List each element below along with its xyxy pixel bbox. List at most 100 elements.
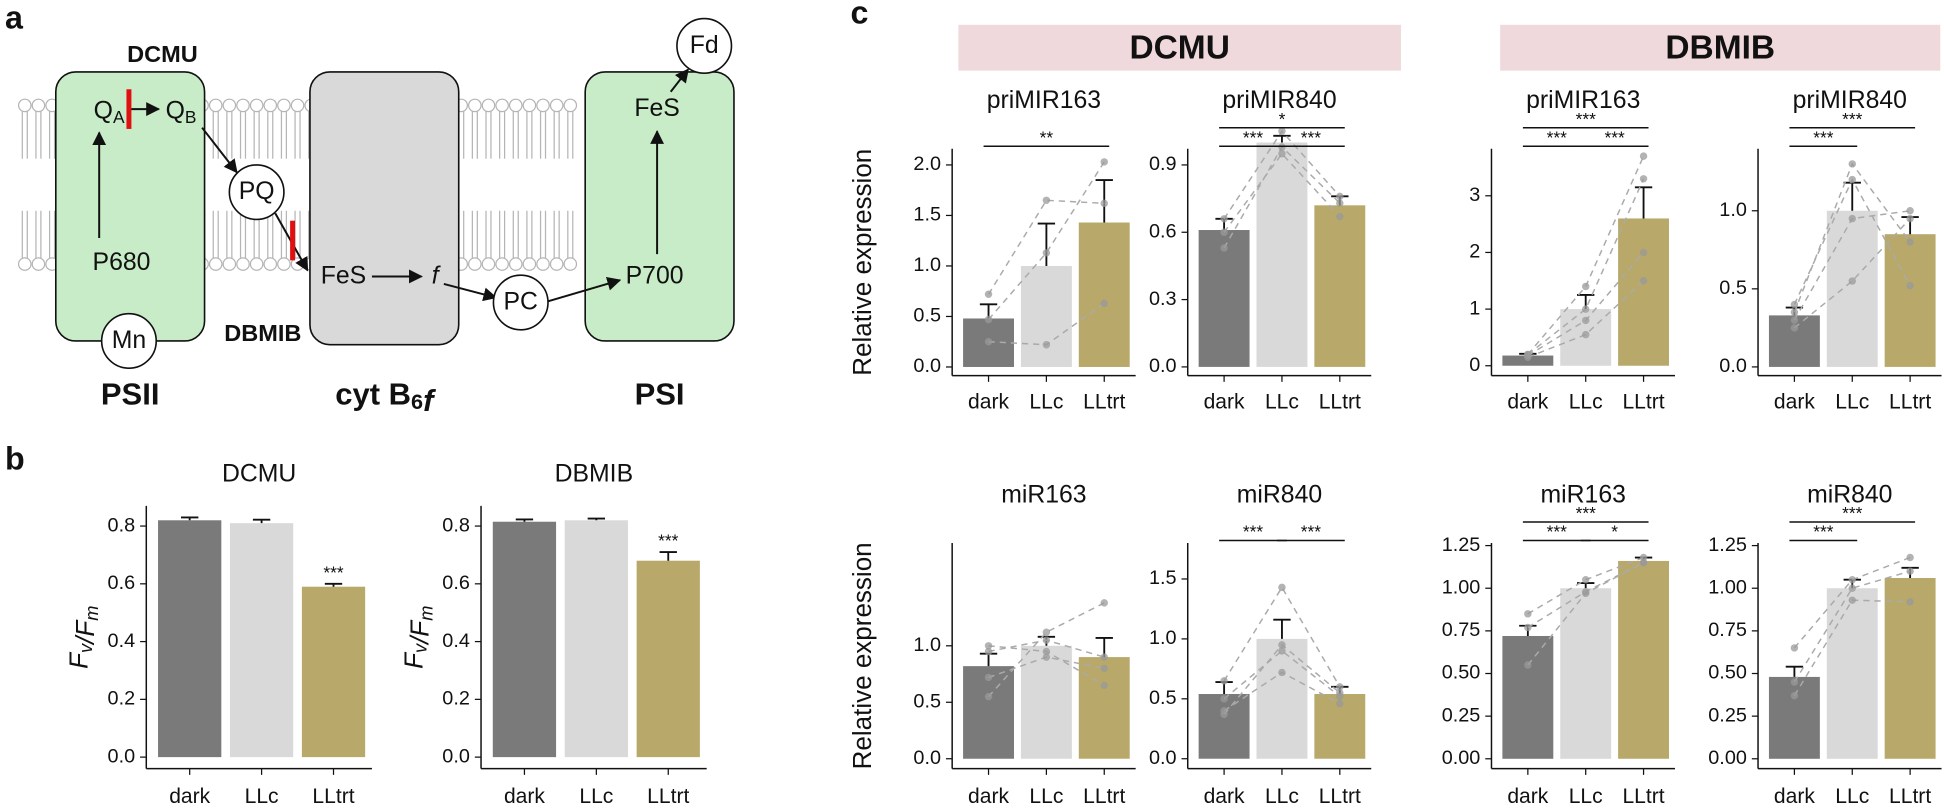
replicate-point (1848, 214, 1856, 223)
x-tick-label: LLtrt (312, 785, 354, 808)
bar (301, 586, 366, 758)
replicate-point (984, 673, 993, 682)
replicate-point (1278, 583, 1286, 592)
x-tick-label: LLc (1835, 785, 1869, 808)
y-tick-label: 1.5 (1149, 567, 1177, 589)
label-text: PSI (635, 377, 685, 412)
y-tick-label: 1.0 (1149, 627, 1177, 649)
replicate-point (1581, 305, 1590, 313)
replicate-point (1639, 248, 1648, 257)
replicate-point (1581, 587, 1590, 596)
y-tick-label: 0.0 (108, 745, 136, 767)
error-bar (979, 652, 998, 667)
lipid-head (563, 257, 578, 271)
replicate-point (1336, 689, 1344, 697)
lipid-head (277, 257, 291, 271)
replicate-point (1336, 683, 1344, 691)
significance-label: ** (1040, 127, 1054, 147)
x-tick-label: LLtrt (1889, 785, 1931, 808)
replicate-point (1848, 575, 1856, 584)
replicate-point (1848, 596, 1856, 604)
x-tick-label: LLc (1569, 785, 1603, 808)
replicate-point (1581, 575, 1590, 584)
replicate-line (987, 161, 1105, 320)
x-tick-label: dark (504, 785, 545, 808)
y-tick-label: 0.4 (108, 630, 136, 652)
y-tick-label: 1.5 (913, 204, 941, 226)
x-tick-label: dark (1507, 785, 1548, 808)
x-tick-label: dark (1507, 390, 1548, 413)
lipid-head (495, 98, 509, 113)
label-subscript: 6 (411, 389, 423, 414)
replicate-point (1581, 330, 1590, 339)
significance-label: *** (1842, 503, 1862, 523)
inhibitor-label: DBMIB (224, 320, 301, 346)
replicate-point (1042, 653, 1051, 661)
replicate-point (1278, 668, 1286, 677)
significance-label: *** (323, 562, 343, 582)
lipid-head (222, 98, 237, 113)
node-label: P680 (93, 248, 151, 275)
bar (1078, 222, 1130, 367)
label-text: PQ (239, 178, 275, 205)
replicate-point (984, 642, 993, 650)
x-tick-label: LLc (1569, 390, 1603, 413)
replicate-point (1220, 710, 1228, 719)
replicate-point (1042, 341, 1051, 349)
lipid-head (549, 98, 564, 113)
bar (636, 560, 700, 758)
error-bar (659, 551, 677, 561)
x-tick-label: dark (1774, 390, 1815, 413)
bar (1078, 657, 1130, 759)
bar (1560, 588, 1612, 759)
y-tick-label: 0.2 (442, 688, 470, 710)
replicate-point (1524, 350, 1532, 359)
chart-title: miR840 (1237, 481, 1322, 508)
x-tick-label: LLc (1835, 390, 1869, 413)
y-tick-label: 0.9 (1149, 153, 1177, 175)
node-label: P700 (626, 262, 684, 289)
lipid-head (495, 257, 509, 271)
y-tick-label: 1.0 (913, 634, 941, 656)
lipid-head (263, 98, 278, 113)
label-text: Q (94, 97, 113, 124)
y-tick-label: 0.0 (1719, 355, 1747, 377)
replicate-point (1278, 127, 1286, 135)
x-tick-label: dark (169, 785, 210, 808)
label-text: FeS (634, 95, 679, 122)
y-tick-label: 0.25 (1442, 704, 1481, 726)
replicate-point (984, 315, 993, 324)
node-label: QA (94, 97, 125, 126)
x-tick-label: dark (968, 390, 1009, 413)
label-text: f (432, 262, 442, 289)
replicate-point (984, 647, 993, 656)
y-tick-label: 1.0 (913, 254, 941, 276)
label-text: Q (166, 97, 185, 124)
chart-title: priMIR840 (1222, 87, 1336, 114)
y-tick-label: 1.0 (1719, 199, 1747, 221)
lipid-head (17, 257, 32, 271)
label-subscript: v (76, 643, 96, 653)
bar (1256, 638, 1308, 759)
bar (1826, 588, 1878, 759)
replicate-point (1336, 699, 1344, 708)
bar (1314, 205, 1366, 367)
replicate-point (1100, 681, 1108, 690)
y-tick-label: 0.3 (1149, 288, 1177, 310)
label-text: /F (404, 619, 434, 646)
replicate-point (1100, 599, 1108, 607)
x-tick-label: LLc (1029, 785, 1063, 808)
error-bar (181, 516, 199, 521)
y-tick-label: 0.50 (1708, 662, 1747, 684)
replicate-line (1223, 649, 1341, 700)
chart-title: priMIR163 (1526, 87, 1640, 114)
y-tick-label: 0.0 (913, 355, 941, 377)
x-tick-label: dark (1204, 785, 1245, 808)
replicate-point (1042, 647, 1051, 656)
arrow (547, 277, 622, 303)
lipid-head (508, 257, 523, 271)
lipid-head (468, 98, 482, 113)
replicate-point (1220, 695, 1228, 703)
